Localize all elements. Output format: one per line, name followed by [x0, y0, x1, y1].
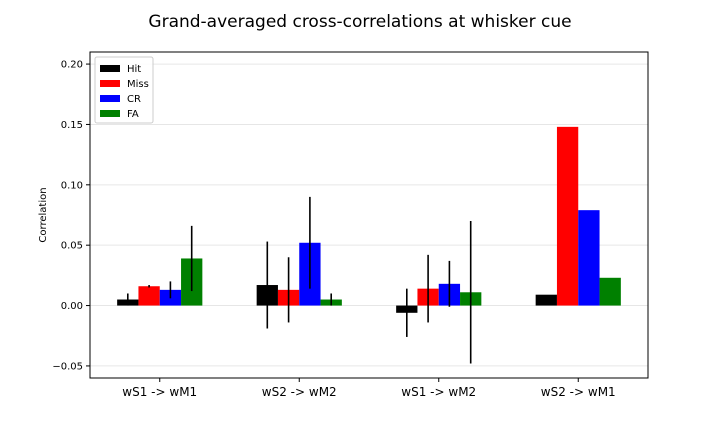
x-axis-ticks: wS1 -> wM1 wS2 -> wM2 wS1 -> wM2 wS2 -> wM1 — [122, 378, 616, 399]
legend-label: Miss — [127, 79, 149, 90]
legend-label: Hit — [127, 64, 141, 75]
legend-label: CR — [127, 94, 141, 105]
y-tick-label: −0.05 — [52, 361, 83, 372]
y-tick-label: 0.15 — [61, 120, 83, 131]
legend-box — [94, 56, 154, 124]
legend-swatch — [100, 95, 120, 102]
legend-swatch — [100, 80, 120, 87]
legend: Hit Miss CR FA — [94, 56, 154, 124]
y-tick-label: 0.20 — [61, 60, 83, 71]
error-bar-group — [127, 196, 472, 364]
bar-series-group — [117, 126, 621, 313]
x-tick-label: wS1 -> wM2 — [401, 385, 476, 399]
bar-miss — [556, 126, 579, 306]
y-axis-ticks: −0.05 0.00 0.05 0.10 0.15 0.20 — [52, 60, 90, 372]
y-tick-label: 0.00 — [61, 301, 83, 312]
bar-miss — [138, 286, 160, 306]
legend-label: FA — [127, 109, 139, 120]
x-tick-label: wS2 -> wM2 — [262, 385, 337, 399]
x-tick-label: wS2 -> wM1 — [541, 385, 616, 399]
legend-swatch — [100, 65, 120, 72]
x-tick-label: wS1 -> wM1 — [122, 385, 197, 399]
y-tick-label: 0.10 — [61, 180, 83, 191]
bar-cr — [578, 210, 600, 306]
plot-area-frame — [89, 51, 649, 379]
y-axis-label: Correlation — [38, 187, 49, 242]
bar-fa — [599, 277, 621, 306]
y-tick-label: 0.05 — [61, 241, 83, 252]
legend-swatch — [100, 110, 120, 117]
bar-hit — [535, 294, 557, 306]
chart-title: Grand-averaged cross-correlations at whi… — [148, 12, 571, 32]
